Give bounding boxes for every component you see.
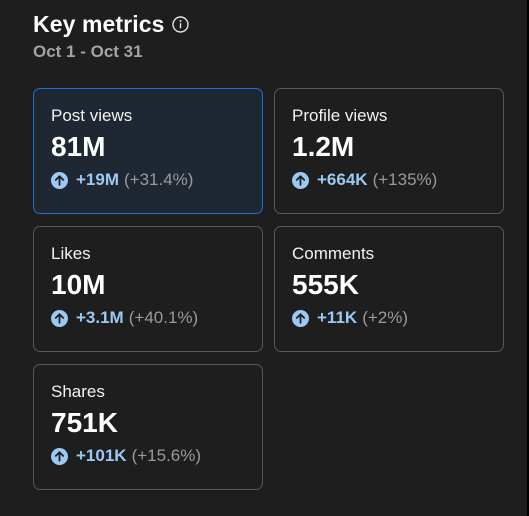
arrow-up-circle-icon <box>292 309 309 327</box>
metric-delta: +19M <box>76 170 119 189</box>
date-range: Oct 1 - Oct 31 <box>33 42 143 61</box>
metric-delta: +101K <box>76 446 127 465</box>
metric-label: Shares <box>51 382 105 401</box>
metric-delta: +3.1M <box>76 308 124 327</box>
arrow-up-circle-icon <box>51 447 68 465</box>
arrow-up-circle-icon <box>292 171 309 189</box>
metric-label: Likes <box>51 244 91 263</box>
metric-percent: (+15.6%) <box>131 446 202 465</box>
screen-edge <box>527 0 529 516</box>
info-icon[interactable] <box>171 15 189 33</box>
metric-delta: +664K <box>317 170 368 189</box>
metric-value: 10M <box>51 269 106 300</box>
metric-percent: (+2%) <box>362 308 409 327</box>
metric-card-post-views[interactable]: Post views 81M +19M (+31.4%) <box>33 88 263 214</box>
metric-delta-row: +19M (+31.4%) <box>51 170 262 190</box>
metric-label: Profile views <box>292 106 388 125</box>
metric-delta-row: +3.1M (+40.1%) <box>51 308 262 328</box>
title-row: Key metrics <box>33 9 189 39</box>
metric-percent: (+40.1%) <box>128 308 199 327</box>
arrow-up-circle-icon <box>51 309 68 327</box>
metric-value: 555K <box>292 269 359 300</box>
metric-value: 1.2M <box>292 131 355 162</box>
page-title: Key metrics <box>33 10 165 37</box>
metric-delta-row: +11K (+2%) <box>292 308 503 328</box>
metric-value: 81M <box>51 131 106 162</box>
metric-label: Comments <box>292 244 375 263</box>
metric-delta: +11K <box>317 308 358 327</box>
metric-delta-row: +101K (+15.6%) <box>51 446 262 466</box>
metric-percent: (+135%) <box>372 170 438 189</box>
metric-value: 751K <box>51 407 118 438</box>
metric-percent: (+31.4%) <box>124 170 194 189</box>
metric-card-shares[interactable]: Shares 751K +101K (+15.6%) <box>33 364 263 490</box>
key-metrics-header: Key metrics Oct 1 - Oct 31 <box>33 9 189 62</box>
arrow-up-circle-icon <box>51 171 68 189</box>
metric-card-likes[interactable]: Likes 10M +3.1M (+40.1%) <box>33 226 263 352</box>
metric-card-profile-views[interactable]: Profile views 1.2M +664K (+135%) <box>274 88 504 214</box>
metric-delta-row: +664K (+135%) <box>292 170 503 190</box>
metric-card-comments[interactable]: Comments 555K +11K (+2%) <box>274 226 504 352</box>
metric-label: Post views <box>51 106 133 125</box>
